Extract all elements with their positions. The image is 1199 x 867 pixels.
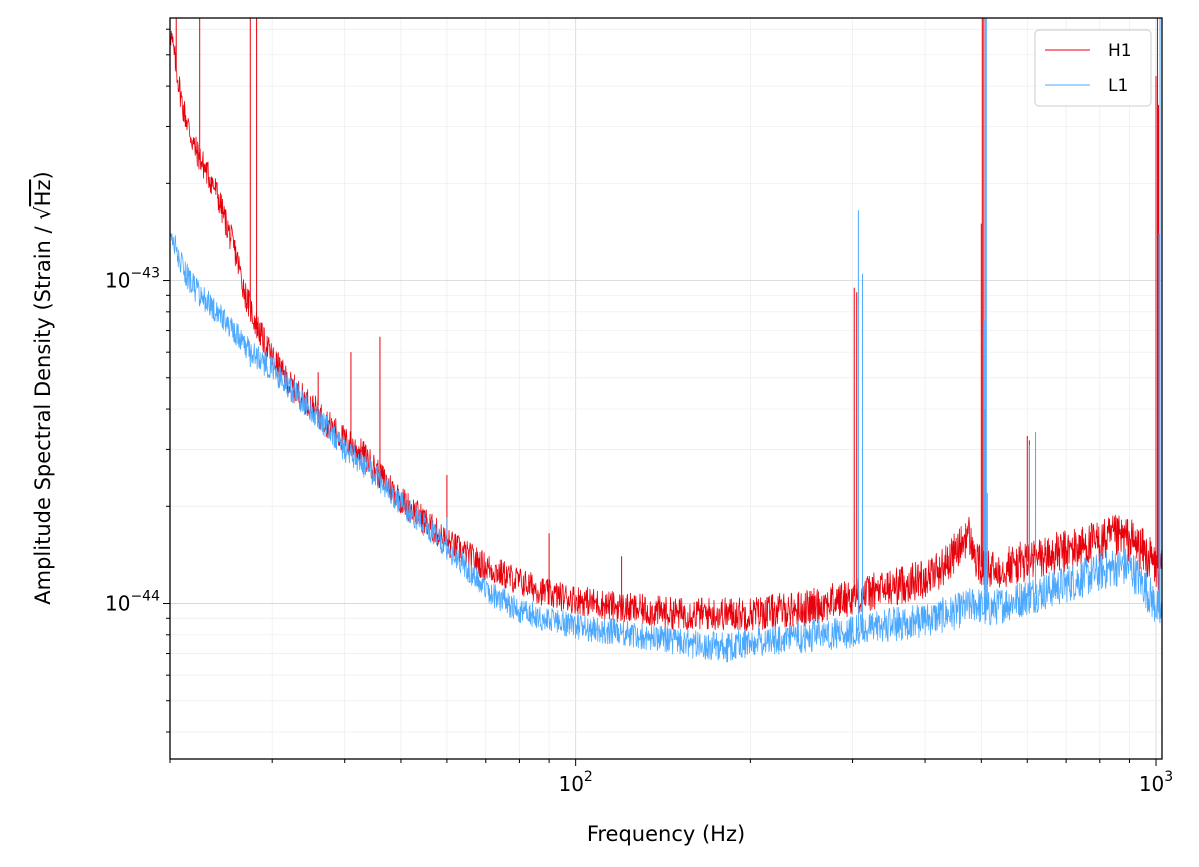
y-axis-label-radical: √: [31, 206, 55, 220]
x-tick-exponent: 3: [1164, 769, 1173, 785]
y-tick-label: 10−44: [105, 588, 160, 615]
x-tick-base: 10: [1139, 772, 1164, 796]
legend: H1 L1: [1034, 29, 1152, 107]
y-axis-label-main: Amplitude Spectral Density (Strain /: [31, 220, 55, 605]
legend-label-h1: H1: [1108, 41, 1132, 61]
x-axis-label: Frequency (Hz): [587, 822, 745, 846]
legend-label-l1: L1: [1108, 76, 1128, 96]
y-axis-label-close: ): [31, 171, 55, 179]
plot-area: [170, 18, 1162, 759]
x-tick-exponent: 2: [584, 769, 593, 785]
y-axis-label-text: Amplitude Spectral Density (Strain / √Hz…: [31, 171, 55, 604]
x-tick-label: 103: [1139, 769, 1173, 796]
x-tick-base: 10: [558, 772, 583, 796]
series-line-l1: [170, 232, 1162, 663]
y-tick-exponent: −44: [130, 588, 160, 604]
y-tick-base: 10: [105, 269, 130, 293]
legend-box: [1034, 29, 1152, 107]
x-tick-label: 102: [558, 769, 592, 796]
y-tick-label: 10−43: [105, 266, 160, 293]
plot-frame: [169, 17, 1163, 760]
y-tick-exponent: −43: [130, 266, 160, 282]
y-axis-label: Amplitude Spectral Density (Strain / √Hz…: [31, 171, 55, 604]
series-group: [170, 18, 1162, 663]
grid: [169, 18, 1162, 759]
y-tick-base: 10: [105, 591, 130, 615]
y-axis-label-unit: Hz: [31, 179, 55, 206]
